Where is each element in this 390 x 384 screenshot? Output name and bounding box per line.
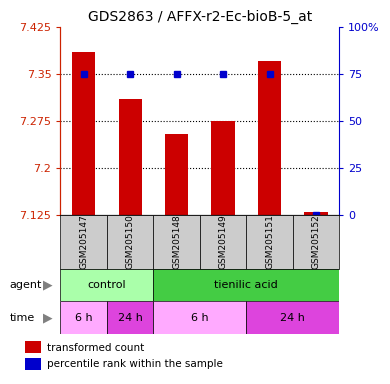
Bar — [211, 121, 235, 215]
Bar — [60, 269, 153, 301]
Bar — [72, 52, 95, 215]
Text: 24 h: 24 h — [118, 313, 143, 323]
Bar — [153, 215, 200, 269]
Text: GSM205149: GSM205149 — [219, 215, 228, 269]
Text: agent: agent — [10, 280, 42, 290]
Text: ▶: ▶ — [43, 279, 53, 291]
Bar — [25, 341, 41, 354]
Text: time: time — [10, 313, 35, 323]
Bar — [153, 301, 246, 334]
Bar — [25, 358, 41, 370]
Bar — [107, 301, 153, 334]
Bar — [246, 301, 339, 334]
Bar — [165, 134, 188, 215]
Bar — [119, 99, 142, 215]
Text: ▶: ▶ — [43, 311, 53, 324]
Text: 6 h: 6 h — [191, 313, 209, 323]
Text: GSM205151: GSM205151 — [265, 215, 274, 269]
Bar — [200, 215, 246, 269]
Text: percentile rank within the sample: percentile rank within the sample — [47, 359, 223, 369]
Bar — [60, 215, 107, 269]
Text: transformed count: transformed count — [47, 343, 144, 353]
Bar — [293, 215, 339, 269]
Bar — [107, 215, 153, 269]
Text: 24 h: 24 h — [280, 313, 305, 323]
Bar — [60, 301, 107, 334]
Bar — [246, 215, 293, 269]
Text: GSM205147: GSM205147 — [79, 215, 88, 269]
Bar — [258, 61, 281, 215]
Bar — [153, 269, 339, 301]
Text: control: control — [88, 280, 126, 290]
Text: 6 h: 6 h — [75, 313, 92, 323]
Text: GSM205150: GSM205150 — [126, 215, 135, 269]
Bar — [305, 212, 328, 215]
Title: GDS2863 / AFFX-r2-Ec-bioB-5_at: GDS2863 / AFFX-r2-Ec-bioB-5_at — [88, 10, 312, 25]
Text: GSM205148: GSM205148 — [172, 215, 181, 269]
Text: tienilic acid: tienilic acid — [215, 280, 278, 290]
Text: GSM205152: GSM205152 — [312, 215, 321, 269]
